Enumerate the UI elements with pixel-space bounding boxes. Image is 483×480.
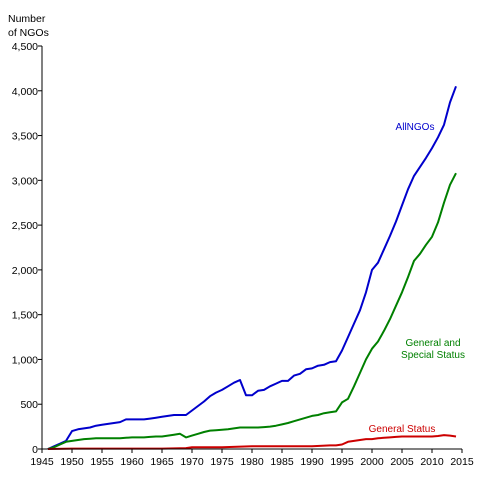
y-tick-label: 3,500 — [12, 131, 38, 143]
x-tick-label: 1985 — [270, 456, 294, 468]
x-tick-label: 1950 — [60, 456, 84, 468]
x-tick-label: 1960 — [120, 456, 144, 468]
y-axis-label-line-1: Number — [8, 13, 46, 25]
series-lines — [47, 85, 457, 450]
x-axis-ticks: 1945 1950 1955 1960 1965 1970 1975 1980 1985 1990… — [30, 449, 474, 468]
y-tick-label: 1,500 — [12, 310, 38, 322]
series-label-all-ngos: AllNGOs — [396, 122, 435, 133]
x-tick-label: 1975 — [210, 456, 234, 468]
y-tick-label: 500 — [20, 399, 38, 411]
y-tick-label: 4,000 — [12, 86, 38, 98]
y-axis-label-line-2: of NGOs — [8, 27, 49, 39]
y-tick-label: 3,000 — [12, 175, 38, 187]
series-label-general-status: General Status — [369, 424, 436, 435]
x-tick-label: 1980 — [240, 456, 264, 468]
y-tick-label: 2,000 — [12, 265, 38, 277]
x-tick-label: 1955 — [90, 456, 114, 468]
series-line-general-status — [47, 434, 457, 450]
y-tick-label: 1,000 — [12, 354, 38, 366]
y-axis-ticks: 0 500 1,000 1,500 2,000 2,500 3,000 3,500 4,000 4… — [12, 41, 42, 456]
x-tick-label: 1995 — [330, 456, 354, 468]
x-tick-label: 1945 — [30, 456, 54, 468]
x-tick-label: 2000 — [360, 456, 384, 468]
x-tick-label: 1990 — [300, 456, 324, 468]
x-tick-label: 1970 — [180, 456, 204, 468]
series-line-general-and-special-status — [47, 172, 457, 450]
y-tick-label: 2,500 — [12, 220, 38, 232]
series-line-all-ngos — [47, 85, 457, 450]
x-tick-label: 2005 — [390, 456, 414, 468]
x-tick-label: 2015 — [450, 456, 474, 468]
x-tick-label: 2010 — [420, 456, 444, 468]
series-labels: AllNGOs General and Special Status General … — [369, 122, 465, 435]
series-label-general-and-special-status: General and Special Status — [401, 338, 465, 361]
y-tick-label: 0 — [32, 444, 38, 456]
x-tick-label: 1965 — [150, 456, 174, 468]
y-tick-label: 4,500 — [12, 41, 38, 53]
